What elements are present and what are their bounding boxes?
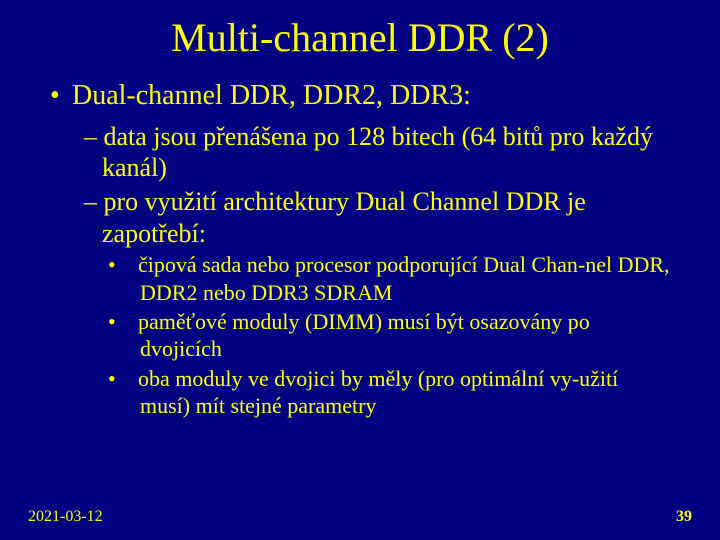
bullet-level3: •oba moduly ve dvojici by měly (pro opti… <box>140 365 680 420</box>
footer-page-number: 39 <box>676 508 692 526</box>
dot-bullet-icon: • <box>50 79 72 113</box>
dot-bullet-icon: • <box>124 308 138 335</box>
slide: Multi-channel DDR (2) •Dual-channel DDR,… <box>0 0 720 540</box>
level3-text: čipová sada nebo procesor podporující Du… <box>138 252 670 304</box>
level3-text: paměťové moduly (DIMM) musí být osazován… <box>138 309 590 361</box>
bullet-level1: •Dual-channel DDR, DDR2, DDR3: <box>50 79 680 113</box>
dot-bullet-icon: • <box>124 365 138 392</box>
footer-date: 2021-03-12 <box>28 508 103 526</box>
level1-text: Dual-channel DDR, DDR2, DDR3: <box>72 80 471 111</box>
level3-text: oba moduly ve dvojici by měly (pro optim… <box>138 366 618 418</box>
dot-bullet-icon: • <box>124 251 138 278</box>
slide-title: Multi-channel DDR (2) <box>40 14 680 61</box>
bullet-level3: •čipová sada nebo procesor podporující D… <box>140 251 680 306</box>
bullet-level2: – data jsou přenášena po 128 bitech (64 … <box>102 121 680 184</box>
bullet-level2: – pro využití architektury Dual Channel … <box>102 186 680 249</box>
bullet-level3: •paměťové moduly (DIMM) musí být osazová… <box>140 308 680 363</box>
